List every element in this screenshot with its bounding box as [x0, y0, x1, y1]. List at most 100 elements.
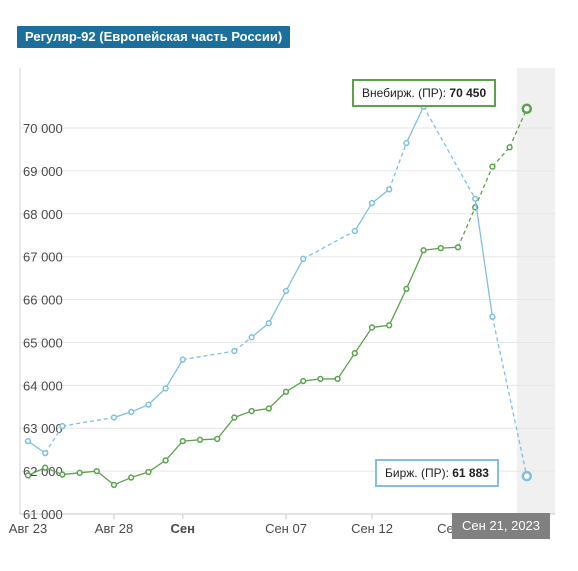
series-blue-point: [368, 199, 376, 207]
series-green-point: [248, 407, 255, 415]
series-green-point: [24, 472, 32, 479]
tooltip-green-value: 70 450: [449, 86, 487, 100]
series-green-point: [110, 481, 118, 488]
x-tick-label: Авг 23: [9, 521, 47, 536]
series-green-point: [145, 468, 152, 476]
x-tick-label: Сен: [171, 521, 195, 536]
series-blue-segment: [165, 359, 184, 389]
series-green-segment: [491, 146, 511, 168]
tooltip-green: Внебирж. (ПР): 70 450: [352, 79, 497, 107]
series-green-point: [351, 350, 358, 357]
series-blue-segment: [285, 258, 304, 292]
series-blue-point: [521, 470, 533, 482]
series-green-segment: [509, 108, 528, 148]
y-axis-ticks: 61 000 62 000 63 000 64 000 65 000 66 000 67 0…: [23, 121, 63, 522]
series-blue-segment: [44, 425, 63, 454]
y-tick-label: 64 000: [23, 378, 63, 393]
series-green-point: [334, 375, 341, 383]
series-blue-point: [110, 414, 118, 421]
y-tick-label: 67 000: [23, 250, 63, 265]
series-green-segment: [405, 249, 425, 290]
series-blue-point: [265, 320, 272, 327]
series-green-segment: [268, 391, 287, 409]
series-blue-segment: [302, 230, 356, 260]
tooltip-blue-label: Бирж. (ПР):: [385, 466, 449, 480]
series-green-point: [454, 244, 462, 251]
crosshair-date-label: Сен 21, 2023: [452, 513, 551, 539]
x-tick-label: Сен 07: [265, 521, 307, 536]
series-blue-segment: [62, 416, 115, 427]
series-green-segment: [96, 470, 115, 486]
series-blue-segment: [147, 387, 167, 406]
series-green-point: [128, 474, 135, 481]
series-green-point: [386, 322, 393, 329]
series-blue-point: [282, 287, 290, 295]
series-blue-segment: [233, 336, 253, 352]
series-blue-point: [162, 385, 169, 392]
series-green-point: [231, 414, 238, 421]
series-blue-segment: [474, 198, 494, 317]
y-tick-label: 61 000: [23, 507, 63, 522]
y-tick-label: 66 000: [23, 293, 63, 308]
y-tick-label: 62 000: [23, 464, 63, 479]
series-green-segment: [388, 288, 407, 326]
tooltip-blue-value: 61 883: [452, 466, 489, 480]
series-green-point: [300, 377, 307, 385]
series-green-point: [196, 436, 204, 443]
hover-band: [517, 68, 555, 514]
series-blue-point: [231, 347, 238, 355]
series-green-segment: [165, 440, 184, 461]
series-green-point: [93, 467, 100, 475]
series-green-segment: [474, 166, 493, 208]
series-blue-point: [128, 408, 135, 416]
series-blue-point: [472, 195, 479, 202]
series-green-point: [282, 388, 290, 395]
y-tick-label: 63 000: [23, 421, 63, 436]
series-blue-point: [386, 186, 393, 193]
series-blue-point: [351, 227, 358, 235]
series-green-point: [368, 324, 376, 331]
series-blue-segment: [371, 188, 390, 204]
series-blue-segment: [182, 350, 235, 361]
series-blue-segment: [388, 142, 408, 190]
series-blue-point: [179, 356, 186, 363]
series-green-segment: [337, 352, 356, 380]
series-green-point: [214, 435, 221, 443]
series-green-segment: [285, 380, 304, 393]
series-blue-segment: [251, 322, 270, 338]
series-blue-point: [24, 437, 32, 445]
series-green-point: [437, 244, 444, 252]
series-green-point: [59, 471, 66, 478]
series-green-point: [42, 464, 49, 471]
series-blue-segment: [27, 440, 46, 454]
x-tick-label: Авг 28: [95, 521, 133, 536]
series-blue-segment: [268, 290, 287, 324]
series-blue-segment: [405, 106, 425, 144]
y-tick-label: 69 000: [23, 164, 63, 179]
series-blue-point: [59, 422, 66, 430]
series-blue-point: [42, 449, 49, 457]
series-layer: [24, 103, 533, 488]
series-green-segment: [216, 417, 235, 440]
series-green-point: [179, 437, 186, 445]
series-green-segment: [457, 207, 476, 248]
series-green-point: [317, 375, 324, 383]
series-green-segment: [148, 459, 166, 473]
chart-title-badge: Регуляр-92 (Европейская часть России): [17, 26, 291, 48]
tooltip-green-label: Внебирж. (ПР):: [362, 86, 447, 100]
series-blue-point: [248, 334, 255, 341]
series-blue-segment: [423, 106, 476, 200]
series-green-point: [403, 285, 410, 293]
series-green-point: [420, 247, 427, 254]
y-tick-label: 68 000: [23, 207, 63, 222]
x-tick-label: Сен 12: [351, 521, 393, 536]
series-blue-segment: [354, 202, 373, 232]
series-blue-segment: [491, 316, 528, 477]
series-green-point: [506, 144, 513, 151]
series-blue-point: [300, 255, 307, 262]
series-blue-point: [145, 401, 152, 408]
series-green-point: [521, 103, 533, 114]
series-blue-point: [403, 139, 410, 147]
